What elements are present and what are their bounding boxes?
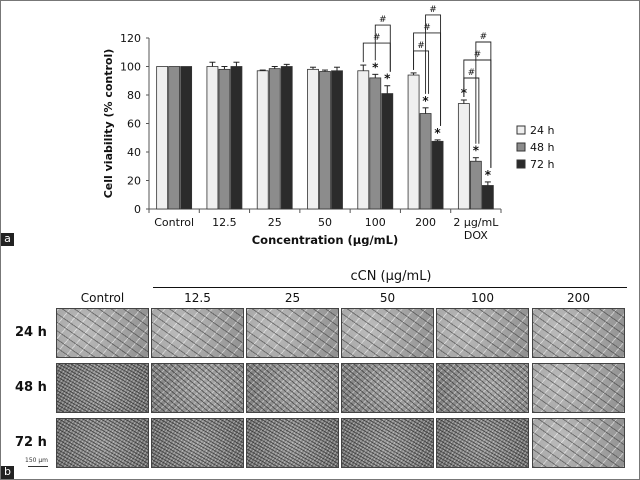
legend-label: 72 h xyxy=(530,158,554,171)
column-header: 50 xyxy=(379,291,396,305)
micrograph xyxy=(532,308,625,358)
bar-48h-6 xyxy=(469,160,482,210)
x-tick-label: 100 xyxy=(365,216,386,229)
bar-24h-0 xyxy=(156,66,169,210)
x-tick-label: DOX xyxy=(464,229,488,242)
x-tick-label: 2 µg/mL xyxy=(453,216,499,229)
significance-hash: # xyxy=(468,68,476,78)
column-header: 12.5 xyxy=(184,291,211,305)
column-header: 100 xyxy=(471,291,494,305)
x-tick-label: 200 xyxy=(415,216,436,229)
bar-48h-1 xyxy=(218,68,231,210)
y-tick-label: 0 xyxy=(134,203,141,216)
micrograph xyxy=(246,418,339,468)
bar-48h-5 xyxy=(419,113,432,210)
bar-24h-1 xyxy=(206,66,219,210)
significance-hash: # xyxy=(429,5,437,15)
bar-48h-4 xyxy=(369,77,382,210)
bar-72h-1 xyxy=(230,66,243,210)
significance-star: * xyxy=(473,144,480,158)
x-tick-label: 12.5 xyxy=(212,216,237,229)
y-axis-title: Cell viability (% control) xyxy=(102,49,115,199)
legend-label: 48 h xyxy=(530,141,554,154)
y-tick-label: 120 xyxy=(120,32,141,45)
bar-72h-4 xyxy=(381,93,394,210)
micrograph xyxy=(56,308,149,358)
y-tick-label: 40 xyxy=(127,146,141,159)
x-tick-label: Control xyxy=(154,216,194,229)
micrograph xyxy=(56,363,149,413)
bar-24h-4 xyxy=(357,70,370,210)
significance-star: * xyxy=(434,126,441,140)
bar-48h-0 xyxy=(168,66,181,210)
x-tick-label: 50 xyxy=(318,216,332,229)
micrograph xyxy=(246,308,339,358)
significance-star: * xyxy=(384,72,391,86)
cCN-header-line xyxy=(153,287,627,288)
column-header: Control xyxy=(80,291,125,305)
significance-bracket xyxy=(425,14,442,126)
significance-hash: # xyxy=(417,41,425,51)
x-tick-label: 25 xyxy=(268,216,282,229)
bar-72h-2 xyxy=(280,66,293,210)
column-header: 25 xyxy=(284,291,301,305)
panel-b-label: b xyxy=(1,466,14,479)
micrograph xyxy=(436,308,529,358)
micrograph xyxy=(151,308,244,358)
bar-72h-3 xyxy=(331,70,343,210)
significance-star: * xyxy=(422,94,429,108)
significance-hash: # xyxy=(480,32,488,42)
micrograph xyxy=(532,363,625,413)
micrograph xyxy=(151,418,244,468)
y-tick-label: 80 xyxy=(127,89,141,102)
micrograph xyxy=(532,418,625,468)
y-tick-label: 60 xyxy=(127,118,141,131)
significance-hash: # xyxy=(474,50,482,60)
significance-star: * xyxy=(372,60,379,74)
bar-24h-6 xyxy=(457,103,470,210)
panel-a-label: a xyxy=(1,233,14,246)
legend-swatch xyxy=(516,125,526,135)
scale-bar xyxy=(28,466,48,467)
row-header: 24 h xyxy=(15,325,47,340)
micrograph xyxy=(341,418,434,468)
row-header: 48 h xyxy=(15,380,47,395)
bar-24h-5 xyxy=(407,74,420,210)
bar-48h-3 xyxy=(319,71,331,210)
bar-72h-5 xyxy=(431,140,444,210)
bar-24h-2 xyxy=(256,70,269,210)
bar-chart: 0 20 40 60 80 100 120 Control 12.5 25 50 100 200 2 µg… xyxy=(102,5,554,246)
cCN-header: cCN (µg/mL) xyxy=(350,269,432,284)
x-axis-title: Concentration (µg/mL) xyxy=(252,233,399,246)
scale-bar-label: 150 µm xyxy=(25,457,49,464)
bar-72h-0 xyxy=(180,66,193,210)
significance-star: * xyxy=(485,168,492,182)
significance-hash: # xyxy=(373,33,381,43)
micrograph xyxy=(246,363,339,413)
bar-72h-6 xyxy=(481,185,494,210)
micrograph xyxy=(436,418,529,468)
significance-bracket xyxy=(475,41,492,168)
column-header: 200 xyxy=(567,291,590,305)
bar-24h-3 xyxy=(307,68,319,210)
y-tick-label: 100 xyxy=(120,61,141,74)
legend-swatch xyxy=(516,159,526,169)
legend-swatch xyxy=(516,142,526,152)
bar-48h-2 xyxy=(268,68,281,210)
micrograph xyxy=(341,308,434,358)
micrograph xyxy=(436,363,529,413)
micrograph xyxy=(341,363,434,413)
micrograph xyxy=(56,418,149,468)
significance-hash: # xyxy=(423,23,431,33)
row-header: 72 h xyxy=(15,435,47,450)
significance-bracket xyxy=(374,24,391,72)
significance-hash: # xyxy=(379,15,387,25)
micrograph xyxy=(151,363,244,413)
legend-label: 24 h xyxy=(530,124,554,137)
y-tick-label: 20 xyxy=(127,175,141,188)
